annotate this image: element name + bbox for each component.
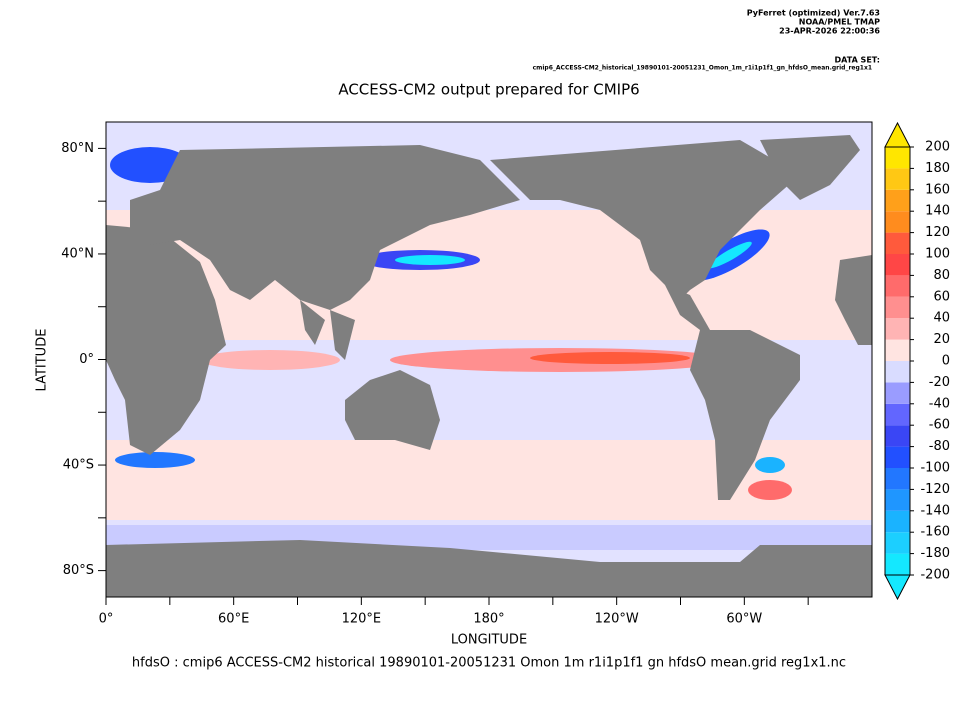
x-tick-label: 120°E [342, 612, 382, 627]
colorbar-band [885, 468, 910, 490]
gulf-stream-core [708, 241, 752, 269]
land-eurasia [130, 145, 520, 310]
land-greenland [760, 135, 860, 200]
land-central-america [665, 285, 710, 330]
software-label: PyFerret (optimized) Ver.7.63 [747, 9, 880, 18]
y-axis-label: LATITUDE [35, 329, 50, 392]
y-tick-label: 0° [79, 352, 94, 367]
colorbar-label: -120 [920, 482, 950, 497]
colorbar-label: 40 [933, 311, 950, 326]
date-label: 23-APR-2026 22:00:36 [779, 27, 880, 36]
land-indochina [330, 310, 355, 360]
land-africa [106, 225, 226, 455]
colorbar-label: 60 [933, 289, 950, 304]
colorbar-band [885, 296, 910, 319]
x-axis-label: LONGITUDE [451, 633, 527, 648]
footer-label: hfdsO : cmip6 ACCESS-CM2 historical 1989… [132, 656, 846, 671]
colorbar-band [885, 532, 910, 554]
x-tick-label: 60°W [726, 612, 762, 627]
colorbar-band [885, 147, 910, 169]
colorbar-label: 80 [933, 268, 950, 283]
dataset-heading: DATA SET: [835, 56, 880, 65]
chart-title: ACCESS-CM2 output prepared for CMIP6 [338, 81, 639, 99]
colorbar-label: -100 [920, 461, 950, 476]
x-tick-label: 0° [99, 612, 114, 627]
map-field [106, 122, 872, 597]
land-north-america [490, 140, 800, 300]
land-antarctica [106, 540, 872, 597]
colorbar-band [885, 339, 910, 361]
agulhas [115, 452, 195, 468]
colorbar-label: -180 [920, 546, 950, 561]
colorbar-band [885, 446, 910, 468]
land-india [300, 300, 325, 345]
colorbar-band [885, 168, 910, 190]
colorbar-label: 180 [925, 161, 950, 176]
colorbar-label: 200 [925, 140, 950, 155]
colorbar-band [885, 553, 910, 575]
kuroshio-core [395, 255, 465, 265]
colorbar-band [885, 275, 910, 297]
colorbar-band [885, 510, 910, 533]
y-tick-label: 80°S [63, 563, 94, 578]
colorbar-label: 100 [925, 247, 950, 262]
colorbar-label: -20 [929, 375, 950, 390]
colorbar-band [885, 211, 910, 233]
colorbar-band [885, 489, 910, 511]
indian-equatorial [200, 350, 340, 370]
colorbar-band [885, 382, 910, 404]
land-south-america [690, 330, 800, 500]
colorbar-label: -40 [929, 396, 950, 411]
colorbar-label: -160 [920, 525, 950, 540]
equatorial-core [530, 352, 690, 364]
colorbar-label: 160 [925, 182, 950, 197]
x-tick-label: 120°W [595, 612, 639, 627]
colorbar-band [885, 232, 910, 254]
colorbar-label: -140 [920, 503, 950, 518]
colorbar-band [885, 318, 910, 340]
colorbar-band [885, 254, 910, 276]
axes: 0° 60°E 120°E 180° 120°W 60°W 80°N 40°N 0° 40°S 80… [61, 121, 950, 627]
malvinas [755, 457, 785, 473]
org-label: NOAA/PMEL TMAP [799, 18, 880, 27]
colorbar-label: 140 [925, 204, 950, 219]
colorbar-label: 120 [925, 225, 950, 240]
y-tick-label: 40°N [61, 246, 94, 261]
colorbar-label: -60 [929, 418, 950, 433]
land-australia [345, 370, 440, 450]
colorbar-label: -80 [929, 439, 950, 454]
y-tick-label: 40°S [63, 458, 94, 473]
colorbar-band [885, 189, 910, 212]
colorbar-band [885, 403, 910, 426]
x-tick-label: 60°E [218, 612, 249, 627]
colorbar-label: 0 [942, 354, 950, 369]
land-west-africa [835, 255, 872, 345]
y-tick-label: 80°N [61, 141, 94, 156]
colorbar-band [885, 361, 910, 383]
x-tick-label: 180° [473, 612, 504, 627]
dataset-name: cmip6_ACCESS-CM2_historical_19890101-200… [533, 65, 872, 72]
colorbar-label: 20 [933, 332, 950, 347]
colorbar-bottom-extension [884, 574, 911, 601]
brazil-confluence [748, 480, 792, 500]
colorbar-top-extension [884, 121, 911, 148]
colorbar-label: -200 [920, 568, 950, 583]
colorbar-band [885, 425, 910, 447]
